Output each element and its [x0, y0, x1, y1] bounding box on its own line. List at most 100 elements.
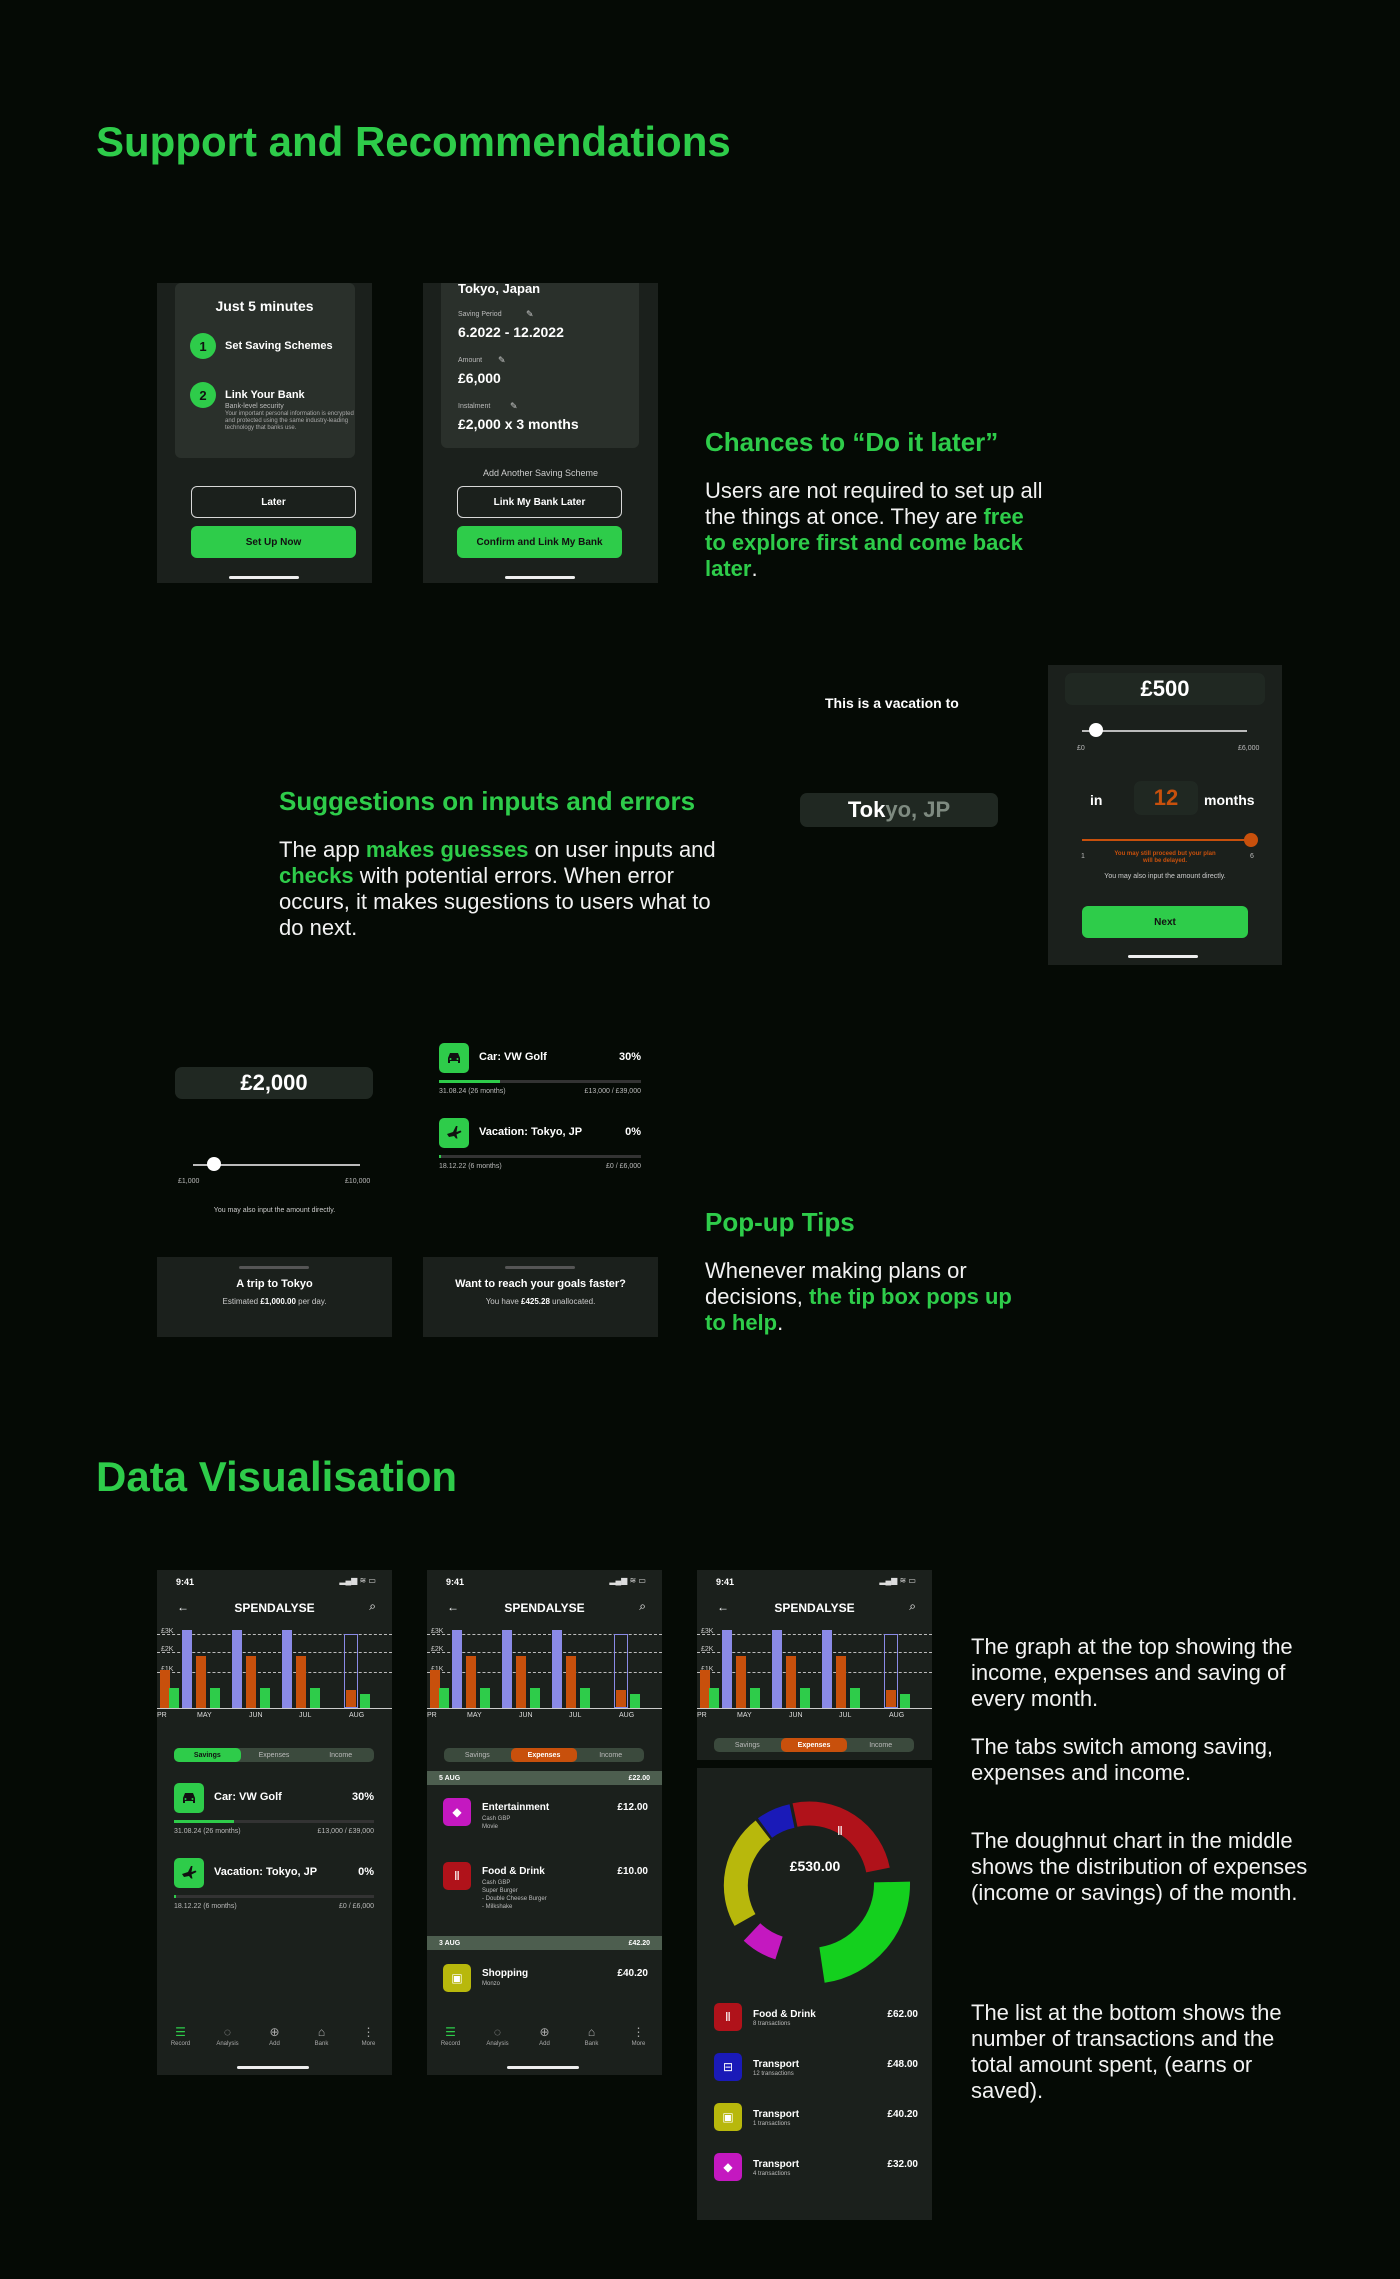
destination-input[interactable]: Tok yo, JP	[800, 793, 998, 827]
chart-bar[interactable]	[700, 1670, 710, 1708]
goal-item[interactable]: Car: VW Golf 30% 31.08.24 (26 months) £13,0…	[174, 1780, 374, 1850]
nav-bank[interactable]: ⌂ Bank	[568, 2025, 615, 2055]
tip-handle[interactable]	[239, 1266, 309, 1269]
chart-bar[interactable]	[786, 1656, 796, 1708]
nav-bank[interactable]: ⌂ Bank	[298, 2025, 345, 2055]
chart-bar[interactable]	[466, 1656, 476, 1708]
tab-expenses[interactable]: Expenses	[780, 1738, 848, 1752]
amount-slider-knob[interactable]	[1089, 723, 1103, 737]
chart-bar[interactable]	[246, 1656, 256, 1708]
nav-add[interactable]: ⊕ Add	[521, 2025, 568, 2055]
chart-bar[interactable]	[566, 1656, 576, 1708]
chart-bar[interactable]	[310, 1688, 320, 1708]
tip-handle[interactable]	[505, 1266, 575, 1269]
link-bank-later-button[interactable]: Link My Bank Later	[457, 486, 622, 518]
category-name[interactable]: Transport	[753, 2109, 800, 2120]
months-input[interactable]: 12	[1134, 781, 1198, 815]
set-up-now-button[interactable]: Set Up Now	[191, 526, 356, 558]
nav-record[interactable]: ☰ Record	[157, 2025, 204, 2055]
budget-slider-knob[interactable]	[207, 1157, 221, 1171]
confirm-link-bank-button[interactable]: Confirm and Link My Bank	[457, 526, 622, 558]
nav-record[interactable]: ☰ Record	[427, 2025, 474, 2055]
nav-more[interactable]: ⋮ More	[615, 2025, 662, 2055]
category-name[interactable]: Food & Drink	[753, 2009, 816, 2020]
category-name[interactable]: Transport	[753, 2059, 800, 2070]
chart-bar[interactable]	[772, 1630, 782, 1708]
months-slider-track[interactable]	[1082, 839, 1247, 841]
chart-bar[interactable]	[430, 1670, 440, 1708]
chart-bar[interactable]	[182, 1630, 192, 1708]
chart-bar[interactable]	[360, 1694, 370, 1708]
budget-slider-track[interactable]	[193, 1164, 360, 1166]
nav-analysis[interactable]: ◌ Analysis	[204, 2025, 251, 2055]
tab-savings[interactable]: Savings	[174, 1748, 241, 1762]
back-arrow-icon[interactable]: ←	[447, 1600, 459, 1614]
chart-bar[interactable]	[452, 1630, 462, 1708]
next-button[interactable]: Next	[1082, 906, 1248, 938]
chart-bar[interactable]	[736, 1656, 746, 1708]
chart-bar[interactable]	[196, 1656, 206, 1708]
chart-bar[interactable]	[296, 1656, 306, 1708]
back-arrow-icon[interactable]: ←	[717, 1600, 729, 1614]
nav-more[interactable]: ⋮ More	[345, 2025, 392, 2055]
tip-box-goals[interactable]: Want to reach your goals faster? You hav…	[423, 1257, 658, 1337]
chart-bar[interactable]	[439, 1688, 449, 1708]
months-slider-knob[interactable]	[1244, 833, 1258, 847]
chart-bar[interactable]	[750, 1688, 760, 1708]
chart-bar[interactable]	[800, 1688, 810, 1708]
chart-bar[interactable]	[260, 1688, 270, 1708]
search-icon[interactable]: ⌕	[909, 1599, 916, 1613]
chart-bar[interactable]	[480, 1688, 490, 1708]
chart-bar[interactable]	[630, 1694, 640, 1708]
expense-donut[interactable]: Ⅱ	[697, 1770, 932, 2015]
chart-bar[interactable]	[282, 1630, 292, 1708]
tab-savings[interactable]: Savings	[734, 1741, 760, 1749]
chart-bar[interactable]	[169, 1688, 179, 1708]
chart-bar[interactable]	[900, 1694, 910, 1708]
chart-bar[interactable]	[210, 1688, 220, 1708]
tab-expenses[interactable]: Expenses	[258, 1751, 290, 1759]
search-icon[interactable]: ⌕	[369, 1599, 376, 1613]
nav-add[interactable]: ⊕ Add	[251, 2025, 298, 2055]
chart-bar[interactable]	[709, 1688, 719, 1708]
goal-item[interactable]: Vacation: Tokyo, JP 0% 18.12.22 (6 months)…	[439, 1115, 641, 1185]
tab-income[interactable]: Income	[869, 1741, 893, 1749]
amount-input[interactable]: £500	[1065, 673, 1265, 705]
goal-item[interactable]: Car: VW Golf 30% 31.08.24 (26 months) £13,0…	[439, 1040, 641, 1110]
step-2-label[interactable]: Link Your Bank	[225, 389, 305, 401]
tip-box-trip[interactable]: A trip to Tokyo Estimated £1,000.00 per …	[157, 1257, 392, 1337]
search-icon[interactable]: ⌕	[639, 1599, 646, 1613]
add-scheme-link[interactable]: Add Another Saving Scheme	[482, 468, 599, 478]
category-name[interactable]: Transport	[753, 2159, 800, 2170]
goal-item[interactable]: Vacation: Tokyo, JP 0% 18.12.22 (6 months)…	[174, 1855, 374, 1925]
budget-input[interactable]: £2,000	[175, 1067, 373, 1099]
tab-switcher[interactable]: Savings Expenses Income	[174, 1748, 374, 1762]
chart-bar[interactable]	[850, 1688, 860, 1708]
edit-instalment-icon[interactable]: ✎	[510, 401, 518, 411]
chart-bar[interactable]	[530, 1688, 540, 1708]
later-button[interactable]: Later	[191, 486, 356, 518]
chart-bar[interactable]	[616, 1690, 626, 1708]
tab-income[interactable]: Income	[599, 1751, 623, 1759]
chart-bar[interactable]	[886, 1690, 896, 1708]
tab-income[interactable]: Income	[329, 1751, 353, 1759]
expense-name[interactable]: Entertainment	[482, 1802, 550, 1813]
tab-switcher[interactable]: Savings Expenses Income	[714, 1738, 914, 1752]
chart-bar[interactable]	[502, 1630, 512, 1708]
edit-amount-icon[interactable]: ✎	[498, 355, 506, 365]
tab-expenses[interactable]: Expenses	[510, 1748, 578, 1762]
chart-bar[interactable]	[232, 1630, 242, 1708]
edit-period-icon[interactable]: ✎	[526, 309, 534, 319]
tab-savings[interactable]: Savings	[464, 1751, 490, 1759]
expense-name[interactable]: Food & Drink	[482, 1866, 545, 1877]
step-1-label[interactable]: Set Saving Schemes	[225, 340, 333, 352]
chart-bar[interactable]	[722, 1630, 732, 1708]
amount-slider-track[interactable]	[1082, 730, 1247, 732]
expense-name[interactable]: Shopping	[482, 1968, 529, 1979]
back-arrow-icon[interactable]: ←	[177, 1600, 189, 1614]
chart-bar[interactable]	[516, 1656, 526, 1708]
nav-analysis[interactable]: ◌ Analysis	[474, 2025, 521, 2055]
chart-bar[interactable]	[822, 1630, 832, 1708]
tab-switcher[interactable]: Savings Expenses Income	[444, 1748, 644, 1762]
chart-bar[interactable]	[346, 1690, 356, 1708]
